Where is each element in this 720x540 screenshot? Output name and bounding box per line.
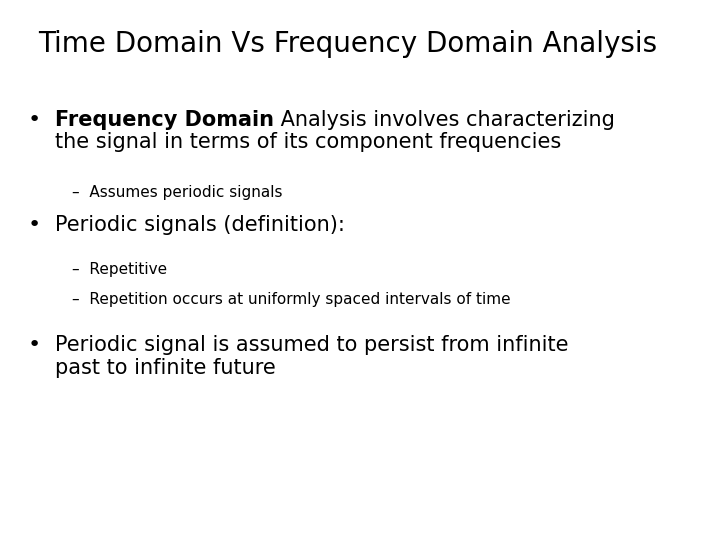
Text: the signal in terms of its component frequencies: the signal in terms of its component fre…: [55, 132, 562, 152]
Text: Frequency Domain: Frequency Domain: [55, 110, 274, 130]
Text: Periodic signal is assumed to persist from infinite
past to infinite future: Periodic signal is assumed to persist fr…: [55, 335, 569, 378]
Text: –  Repetition occurs at uniformly spaced intervals of time: – Repetition occurs at uniformly spaced …: [72, 292, 510, 307]
Text: •: •: [28, 215, 41, 235]
Text: Periodic signals (definition):: Periodic signals (definition):: [55, 215, 345, 235]
Text: Analysis involves characterizing: Analysis involves characterizing: [274, 110, 615, 130]
Text: –  Assumes periodic signals: – Assumes periodic signals: [72, 185, 282, 200]
Text: Time Domain Vs Frequency Domain Analysis: Time Domain Vs Frequency Domain Analysis: [38, 30, 657, 58]
Text: –  Repetitive: – Repetitive: [72, 262, 167, 277]
Text: •: •: [28, 110, 41, 130]
Text: •: •: [28, 335, 41, 355]
